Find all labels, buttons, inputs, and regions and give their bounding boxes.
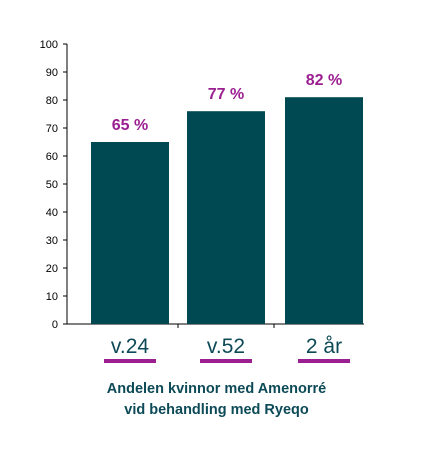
category-underline: [200, 359, 252, 363]
bar: [91, 142, 169, 324]
x-category-label: v.52: [207, 335, 245, 358]
x-category-label: v.24: [111, 335, 149, 358]
caption-line-2: vid behandling med Ryeqo: [124, 402, 309, 418]
bar-chart: 0 10 20 30 40 50 60 70 80 90 100 65 % v.24 77 % v.52 82…: [40, 39, 364, 363]
y-tick-label: 10: [46, 291, 58, 303]
y-tick-label: 20: [46, 263, 58, 275]
y-tick-label: 50: [46, 179, 58, 191]
x-category-label: 2 år: [306, 335, 342, 358]
y-tick-label: 60: [46, 151, 58, 163]
category-underline: [298, 359, 350, 363]
y-tick-label: 40: [46, 207, 58, 219]
y-tick-label: 70: [46, 123, 58, 135]
y-tick-label: 80: [46, 95, 58, 107]
data-label: 82 %: [306, 72, 342, 89]
data-label: 77 %: [208, 86, 244, 103]
y-tick-label: 100: [40, 39, 58, 51]
caption-line-1: Andelen kvinnor med Amenorré: [106, 381, 327, 397]
bar: [187, 111, 265, 324]
y-tick-label: 30: [46, 235, 58, 247]
category-underline: [104, 359, 156, 363]
y-tick-label: 90: [46, 67, 58, 79]
bar: [285, 97, 363, 324]
data-label: 65 %: [112, 117, 148, 134]
y-tick-label: 0: [52, 319, 58, 331]
